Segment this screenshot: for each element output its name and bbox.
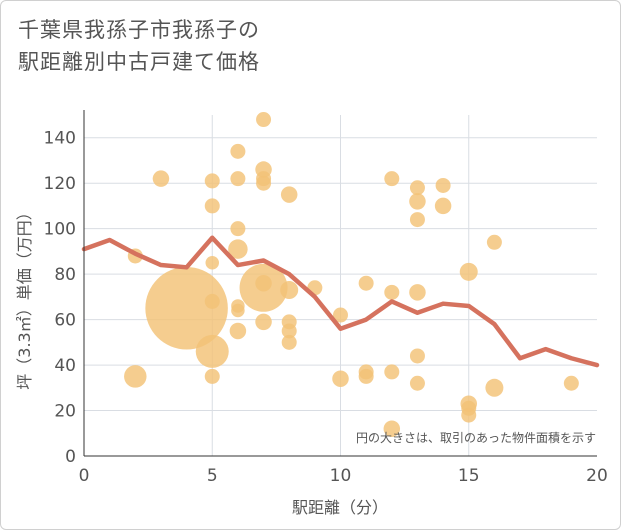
bubble-point: [358, 368, 374, 384]
average-line-series: [81, 235, 600, 368]
bubble-point: [563, 375, 579, 391]
bubble-point: [205, 256, 219, 270]
bubble-point: [195, 334, 229, 368]
bubble-point: [229, 322, 247, 340]
chart-title-line-2: 駅距離別中古戸建て価格: [18, 50, 260, 74]
bubble-point: [280, 281, 299, 300]
bubble-point: [435, 177, 451, 193]
bubble-point: [124, 365, 147, 388]
y-tick-label: 140: [44, 129, 76, 149]
chart-title-line-1: 千葉県我孫子市我孫子の: [18, 18, 260, 42]
bubble-point: [333, 307, 348, 323]
bubble-point: [281, 334, 297, 350]
bubble-point: [281, 323, 297, 339]
bubble-point: [409, 348, 425, 364]
bubble-point: [230, 143, 246, 159]
bubble-point: [358, 275, 374, 291]
bubble-point: [204, 198, 220, 214]
x-tick-label: 0: [79, 466, 90, 486]
bubble-point: [409, 284, 426, 301]
bubble-point: [459, 262, 478, 281]
bubble-point: [255, 313, 272, 331]
bubble-point: [256, 175, 272, 191]
x-tick-label: 5: [207, 466, 218, 486]
bubble-point: [204, 293, 220, 309]
bubble-point: [332, 370, 349, 387]
y-tick-label: 40: [54, 356, 76, 376]
x-tick-label: 10: [330, 466, 352, 486]
y-tick-label: 60: [54, 311, 76, 331]
chart-title: 千葉県我孫子市我孫子の 駅距離別中古戸建て価格: [18, 14, 260, 78]
bubble-point: [255, 274, 272, 292]
x-axis-label: 駅距離（分）: [292, 498, 388, 517]
bubble-point: [384, 284, 400, 300]
y-tick-label: 120: [44, 174, 76, 194]
bubble-point: [231, 303, 245, 318]
bubble-point: [486, 234, 502, 250]
bubble-point: [228, 239, 248, 259]
bubble-point: [384, 364, 400, 380]
scatter-bubbles: [124, 112, 579, 437]
y-tick-label: 100: [44, 220, 76, 240]
bubble-point: [383, 420, 401, 437]
bubble-point: [230, 171, 246, 187]
y-tick-label: 0: [65, 447, 76, 467]
bubble-size-note: 円の大きさは、取引のあった物件面積を示す: [356, 430, 596, 445]
y-tick-label: 20: [54, 402, 76, 422]
x-tick-label: 15: [458, 466, 480, 486]
bubble-point: [145, 266, 228, 350]
x-tick-label: 20: [586, 466, 608, 486]
bubble-point: [280, 186, 298, 203]
axes: 0 20 40 60 80 100 120 140 0 5 10 15 20: [44, 110, 608, 486]
y-tick-label: 80: [54, 265, 76, 285]
bubble-point: [434, 197, 452, 215]
average-price-line: [81, 235, 600, 368]
bubble-point: [409, 180, 425, 196]
bubble-point: [384, 171, 400, 187]
bubble-point: [204, 368, 220, 384]
bubble-point: [409, 375, 425, 391]
bubble-point: [485, 378, 504, 397]
bubble-point: [409, 212, 425, 228]
bubble-point: [409, 193, 426, 210]
bubble-point: [204, 173, 220, 189]
y-axis-label: 坪（3.3㎡）単価（万円）: [15, 204, 34, 389]
bubble-point: [256, 112, 272, 128]
bubble-point: [230, 221, 246, 237]
bubble-point: [152, 170, 170, 187]
bubble-point: [461, 407, 477, 423]
